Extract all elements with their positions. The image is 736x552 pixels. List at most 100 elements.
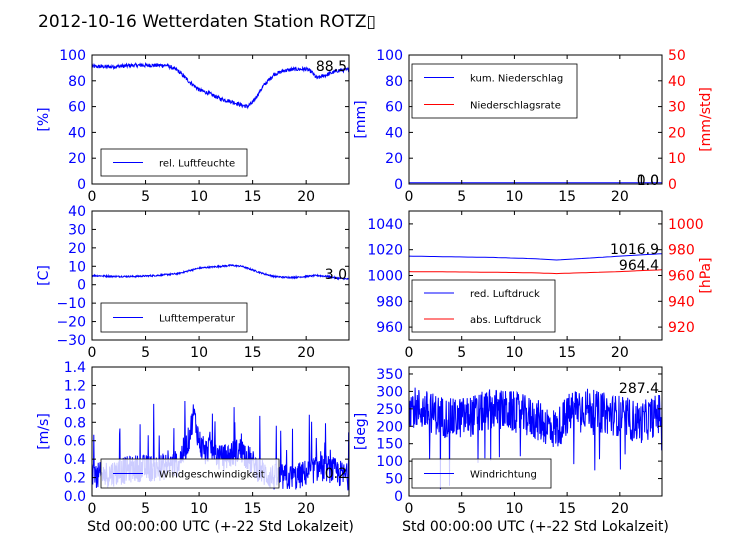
x-tick-label-precip: 10 [506,189,524,205]
y-tick-label-humidity: 40 [68,125,86,141]
value-annotation-humidity: 88.5 [316,59,347,75]
y2-tick-label-pressure: 1000 [668,217,704,233]
y-tick-label-pressure: 980 [376,294,403,310]
x-tick-label-precip: 15 [558,189,576,205]
y-tick-label-direction: 250 [376,402,403,418]
y-axis-label-precip: [mm] [353,100,369,138]
y-tick-label-temperature: 0 [77,278,86,294]
x-tick-label-direction: 10 [506,501,524,517]
series-line-pressure-1 [409,269,662,275]
legend-label-precip: Niederschlagsrate [470,101,561,112]
y2-tick-label-precip: 0 [668,177,677,193]
legend-label-temperature: Lufttemperatur [159,314,236,325]
series-line-direction-0 [409,387,662,490]
x-tick-label-pressure: 0 [405,345,414,361]
y-tick-label-precip: 100 [376,48,403,64]
x-tick-label-wind: 5 [141,501,150,517]
y-tick-label-temperature: 40 [68,204,86,220]
y-tick-label-direction: 0 [394,489,403,505]
y-tick-label-wind: 1.0 [64,397,86,413]
legend-box-precip [411,63,578,119]
y-tick-label-direction: 350 [376,367,403,383]
y-tick-label-pressure: 1000 [367,269,403,285]
legend-label-direction: Windrichtung [470,470,537,481]
x-tick-label-humidity: 5 [141,189,150,205]
x-tick-label-temperature: 20 [297,345,315,361]
legend-label-pressure: abs. Luftdruck [470,315,541,326]
figure-title: 2012-10-16 Wetterdaten Station ROTZ▯ [38,12,376,32]
y2-tick-label-precip: 10 [668,151,686,167]
panel-pressure: 0 5 10 15 20 960 980 1000 1020 1040 920 940 960 980 10… [367,210,714,361]
y-axis-label-wind: [m/s] [36,413,52,450]
x-tick-label-pressure: 5 [457,345,466,361]
legend-label-pressure: red. Luftdruck [470,289,540,300]
y-tick-label-precip: 80 [385,74,403,90]
y-tick-label-pressure: 1020 [367,243,403,259]
x-axis-label-direction: Std 00:00:00 UTC (+-22 Std Lokalzeit) [402,519,669,535]
series-line-temperature-0 [92,263,349,281]
legend-box-pressure [411,279,556,333]
x-tick-label-humidity: 10 [190,189,208,205]
y2-tick-label-pressure: 980 [668,243,695,259]
y-axis-label-direction: [deg] [353,413,369,450]
y-tick-label-temperature: 20 [68,241,86,257]
x-tick-label-direction: 0 [405,501,414,517]
value-annotation-pressure: 964.4 [619,258,659,274]
y-tick-label-wind: 0.0 [64,489,86,505]
axes-frame-direction [408,366,663,497]
x-tick-label-direction: 5 [457,501,466,517]
x-tick-label-humidity: 15 [244,189,262,205]
x-tick-label-wind: 0 [88,501,97,517]
y-tick-label-humidity: 60 [68,100,86,116]
x-tick-label-precip: 0 [405,189,414,205]
y-tick-label-precip: 60 [385,100,403,116]
y-tick-label-pressure: 1040 [367,217,403,233]
y-tick-label-temperature: −30 [56,333,86,349]
y2-tick-label-precip: 40 [668,74,686,90]
panel-wind-speed: 0 5 10 15 20 0.0 0.2 0.4 0.6 0.8 1.0 1.2 1.4 [m/s] Std… [36,360,354,535]
y-tick-label-precip: 0 [394,177,403,193]
y-tick-label-wind: 0.6 [64,434,86,450]
value-annotation-direction: 287.4 [619,381,659,397]
y-tick-label-wind: 1.2 [64,378,86,394]
x-tick-label-temperature: 10 [190,345,208,361]
y-tick-label-direction: 50 [385,472,403,488]
x-tick-label-temperature: 0 [88,345,97,361]
x-tick-label-humidity: 0 [88,189,97,205]
legend-label-humidity: rel. Luftfeuchte [159,159,235,170]
y2-axis-label-pressure: [hPa] [698,257,714,293]
axes-frame-temperature [91,210,350,341]
y-axis-label-humidity: [%] [36,107,52,131]
axes-frame-humidity [91,54,350,185]
y-tick-label-direction: 150 [376,437,403,453]
value-annotation-pressure: 1016.9 [610,242,659,258]
x-tick-label-direction: 15 [558,501,576,517]
axes-frame-wind [91,366,350,497]
y-tick-label-humidity: 20 [68,151,86,167]
x-tick-label-pressure: 15 [558,345,576,361]
value-annotation-wind: 0.2 [325,466,347,482]
y-tick-label-direction: 100 [376,454,403,470]
y-tick-label-wind: 1.4 [64,360,86,376]
y-tick-label-direction: 200 [376,419,403,435]
series-line-humidity-0 [92,61,349,110]
y-tick-label-temperature: 10 [68,259,86,275]
y-tick-label-humidity: 100 [59,48,86,64]
legend-label-wind: Windgeschwindigkeit [159,470,265,481]
y-tick-label-wind: 0.2 [64,471,86,487]
y2-tick-label-pressure: 940 [668,294,695,310]
x-tick-label-pressure: 20 [611,345,629,361]
axes-frame-precip [408,54,663,185]
x-tick-label-wind: 10 [190,501,208,517]
legend-label-precip: kum. Niederschlag [470,74,563,85]
y-tick-label-precip: 20 [385,151,403,167]
y-tick-label-temperature: 30 [68,222,86,238]
panel-temperature: 0 5 10 15 20 −30 −20 −10 0 10 20 30 40 [C] 3.0 Lufttemp… [36,204,350,361]
x-axis-label-wind: Std 00:00:00 UTC (+-22 Std Lokalzeit) [87,519,354,535]
value-annotation-precip: 1.0 [637,173,659,189]
x-tick-label-pressure: 10 [506,345,524,361]
value-annotation-precip: 0.0 [637,173,659,189]
y2-tick-label-precip: 30 [668,100,686,116]
